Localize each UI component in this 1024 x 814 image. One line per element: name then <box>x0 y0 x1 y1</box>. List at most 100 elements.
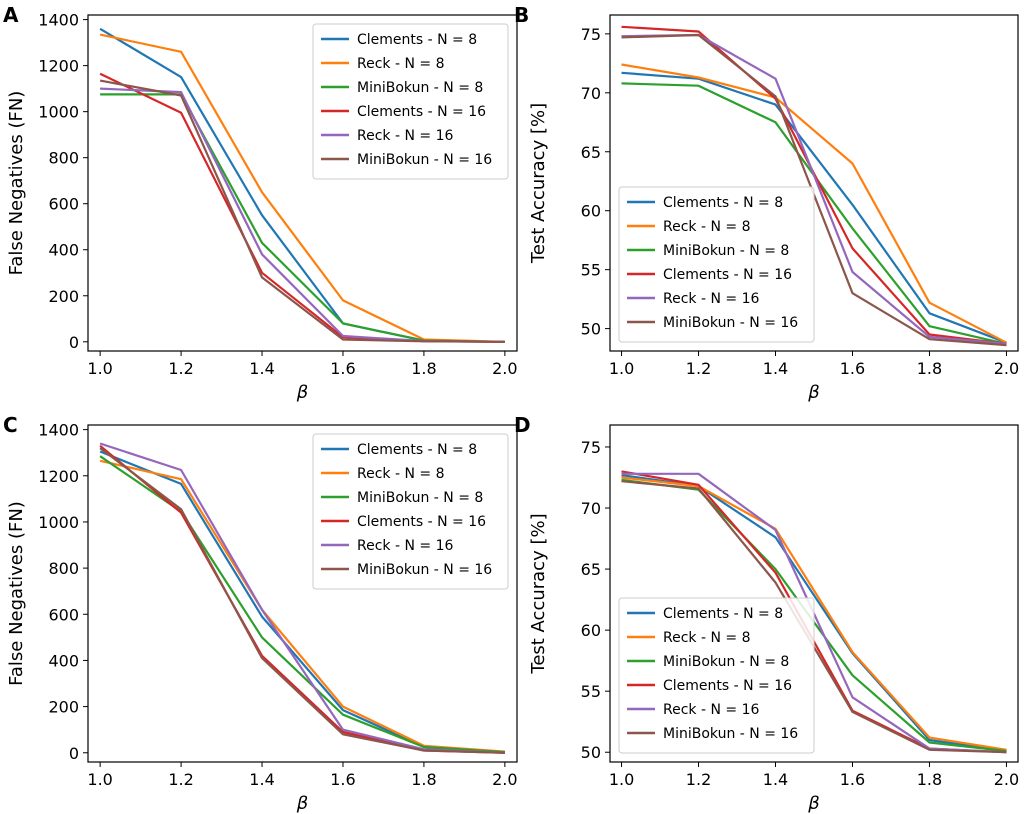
legend: Clements - N = 8 Reck - N = 8 MiniBokun - … <box>312 23 509 180</box>
axes-frame <box>609 424 1019 763</box>
x-tick-label: 1.0 <box>87 770 112 789</box>
y-tick-label: 65 <box>581 143 601 162</box>
y-tick-label: 70 <box>581 84 601 103</box>
legend: Clements - N = 8 Reck - N = 8 MiniBokun - … <box>618 186 815 343</box>
x-tick-label: 2.0 <box>492 359 517 378</box>
x-axis-label: β <box>807 793 820 814</box>
y-tick-label: 65 <box>581 560 601 579</box>
y-tick-label: 1400 <box>38 421 79 440</box>
x-tick-label: 1.4 <box>249 770 274 789</box>
legend-label: Reck - N = 16 <box>357 128 453 144</box>
legend-label: MiniBokun - N = 16 <box>663 315 798 331</box>
y-axis-label: Test Accuracy [%] <box>528 103 549 264</box>
y-tick-label: 50 <box>581 320 601 339</box>
y-tick-label: 1200 <box>38 467 79 486</box>
x-tick-label: 1.4 <box>763 359 788 378</box>
legend-label: Clements - N = 16 <box>663 678 792 694</box>
series-line-a-6 <box>99 79 505 343</box>
legend-label: MiniBokun - N = 8 <box>357 490 483 506</box>
y-tick-label: 0 <box>69 333 79 352</box>
y-tick-label: 800 <box>48 559 79 578</box>
legend-label: Clements - N = 8 <box>663 606 783 622</box>
x-tick-label: 1.2 <box>168 770 193 789</box>
x-tick-label: 1.8 <box>411 359 436 378</box>
legend-label: Clements - N = 8 <box>357 32 477 48</box>
legend: Clements - N = 8 Reck - N = 8 MiniBokun - … <box>312 433 509 590</box>
y-tick-label: 75 <box>581 438 601 457</box>
legend-label: Clements - N = 16 <box>357 104 486 120</box>
legend-label: Clements - N = 16 <box>357 514 486 530</box>
panel-letter-b: B <box>514 3 529 27</box>
legend-box <box>618 186 815 343</box>
y-tick-label: 400 <box>48 241 79 260</box>
panel-letter-c: C <box>3 413 18 437</box>
series-lines <box>99 442 505 754</box>
x-axis-label: β <box>296 382 309 403</box>
legend-label: Clements - N = 8 <box>663 195 783 211</box>
x-tick-label: 1.4 <box>249 359 274 378</box>
y-tick-label: 1400 <box>38 11 79 30</box>
legend-label: Clements - N = 8 <box>357 442 477 458</box>
x-tick-label: 1.8 <box>917 359 942 378</box>
y-tick-label: 0 <box>69 744 79 763</box>
y-tick-label: 75 <box>581 25 601 44</box>
y-axis-label: False Negatives (FN) <box>6 501 27 686</box>
legend-box <box>312 23 509 180</box>
axes-frame <box>609 14 1019 352</box>
legend-label: Reck - N = 8 <box>357 466 444 482</box>
legend-label: MiniBokun - N = 16 <box>357 152 492 168</box>
y-tick-label: 60 <box>581 621 601 640</box>
x-tick-label: 1.8 <box>917 770 942 789</box>
axes-frame <box>87 424 518 763</box>
y-tick-label: 70 <box>581 499 601 518</box>
y-tick-label: 55 <box>581 682 601 701</box>
y-axis-label: Test Accuracy [%] <box>528 513 549 674</box>
x-tick-label: 1.6 <box>840 359 865 378</box>
x-tick-label: 1.6 <box>840 770 865 789</box>
legend-label: Reck - N = 8 <box>663 630 750 646</box>
x-tick-label: 1.6 <box>330 359 355 378</box>
chart-panel-a: A 1.0 1.2 1.4 1.6 1.8 2.0 0 200 400 600 800 1000 1200… <box>3 3 518 403</box>
series-line-b-2 <box>621 63 1008 344</box>
legend-label: MiniBokun - N = 8 <box>663 654 789 670</box>
legend-label: Clements - N = 16 <box>663 267 792 283</box>
x-tick-label: 1.4 <box>763 770 788 789</box>
x-tick-label: 1.6 <box>330 770 355 789</box>
legend-label: Reck - N = 16 <box>663 702 759 718</box>
legend-label: Reck - N = 16 <box>663 291 759 307</box>
y-tick-label: 200 <box>48 698 79 717</box>
legend-label: MiniBokun - N = 16 <box>357 562 492 578</box>
x-axis-label: β <box>296 793 309 814</box>
x-tick-label: 1.0 <box>87 359 112 378</box>
y-tick-label: 200 <box>48 287 79 306</box>
legend-box <box>618 597 815 754</box>
x-tick-label: 1.2 <box>168 359 193 378</box>
panel-letter-a: A <box>3 3 19 27</box>
legend-label: Reck - N = 8 <box>357 56 444 72</box>
y-tick-label: 55 <box>581 261 601 280</box>
chart-panel-b: B 1.0 1.2 1.4 1.6 1.8 2.0 50 55 60 65 70 75 β Test Acc… <box>514 3 1019 403</box>
y-tick-label: 1000 <box>38 103 79 122</box>
legend-label: Reck - N = 16 <box>357 538 453 554</box>
series-lines <box>621 25 1008 347</box>
axes-frame <box>87 14 518 352</box>
chart-panel-d: D 1.0 1.2 1.4 1.6 1.8 2.0 50 55 60 65 70 75 β Test Acc… <box>514 413 1019 814</box>
x-tick-label: 1.0 <box>609 770 634 789</box>
legend-label: Reck - N = 8 <box>663 219 750 235</box>
x-tick-label: 2.0 <box>994 770 1019 789</box>
legend-box <box>312 433 509 590</box>
y-tick-label: 600 <box>48 605 79 624</box>
y-tick-label: 50 <box>581 743 601 762</box>
legend-label: MiniBokun - N = 8 <box>663 243 789 259</box>
x-tick-label: 2.0 <box>994 359 1019 378</box>
legend-label: MiniBokun - N = 16 <box>663 726 798 742</box>
y-tick-label: 60 <box>581 202 601 221</box>
series-line-b-1 <box>621 71 1007 344</box>
y-tick-label: 600 <box>48 195 79 214</box>
y-tick-label: 1200 <box>38 57 79 76</box>
legend-label: MiniBokun - N = 8 <box>357 80 483 96</box>
series-line-c-6 <box>99 447 505 754</box>
x-tick-label: 2.0 <box>492 770 517 789</box>
y-axis-label: False Negatives (FN) <box>6 91 27 276</box>
